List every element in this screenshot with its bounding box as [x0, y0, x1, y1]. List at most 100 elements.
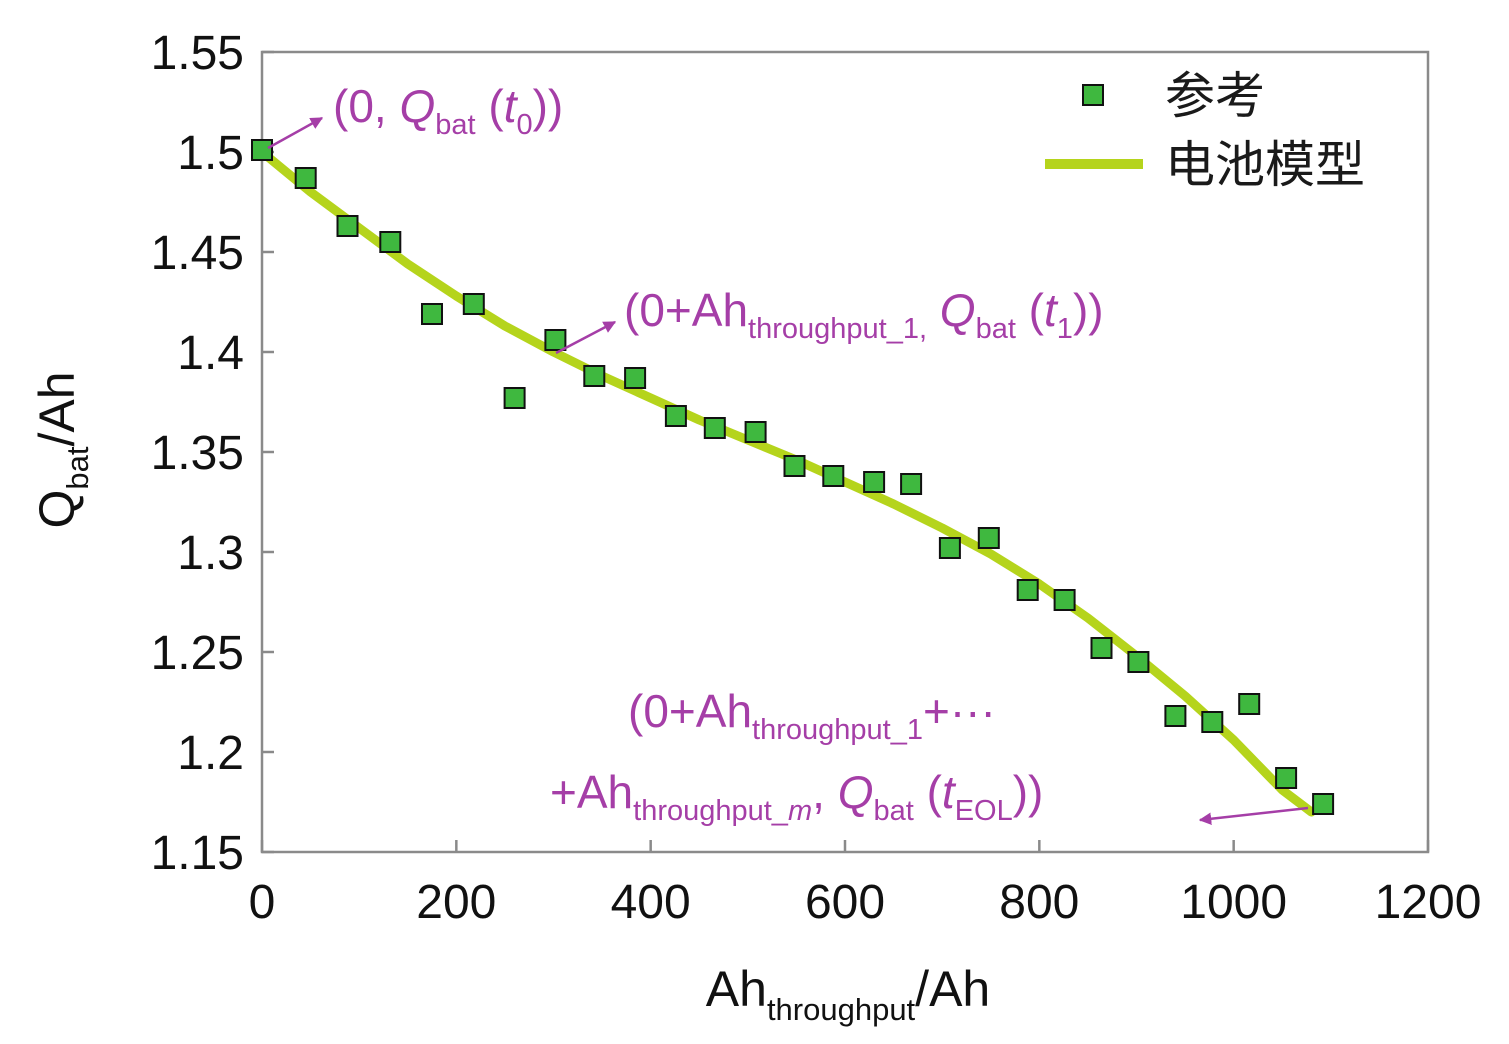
x-tick-label: 0	[249, 876, 276, 929]
x-tick-label: 400	[611, 876, 691, 929]
annotation-arrow	[1198, 806, 1309, 825]
reference-point	[863, 471, 886, 493]
annot-sub: EOL	[955, 795, 1013, 827]
reference-point	[783, 455, 806, 477]
annotation-arrow	[555, 320, 617, 355]
reference-point	[1053, 589, 1076, 611]
x-tick-label: 600	[805, 876, 885, 929]
annot-part: (0,	[333, 80, 399, 132]
annot-part: ))	[1013, 766, 1044, 818]
reference-point	[1090, 637, 1113, 659]
annot-part: ))	[1073, 284, 1104, 336]
reference-point	[1238, 693, 1261, 715]
annot-sub: bat	[435, 109, 475, 141]
legend-label-model: 电池模型	[1165, 136, 1365, 194]
annot-part: (0+Ah	[628, 685, 752, 737]
annot-part: t	[942, 766, 957, 818]
x-tick-label: 1000	[1180, 876, 1287, 929]
legend-marker-swatch	[1082, 84, 1104, 106]
reference-point	[583, 365, 606, 387]
annot-part: ))	[533, 80, 564, 132]
annot-part: +···	[923, 685, 996, 737]
reference-point	[703, 417, 726, 439]
reference-point	[421, 303, 443, 325]
annot-sub: m	[788, 795, 812, 827]
annot-sub: 0	[516, 109, 532, 141]
x-axis-label-sub: throughput	[767, 992, 916, 1027]
reference-point	[503, 387, 526, 409]
reference-point	[1127, 651, 1150, 673]
annot-part: Q	[838, 766, 874, 818]
legend: 参考 电池模型	[1045, 67, 1365, 194]
y-axis-label-main: Q	[29, 490, 85, 529]
annotation-text-line2: +Ahthroughput_m, Qbat (tEOL))	[550, 766, 1043, 827]
annotation-arrow	[267, 116, 324, 150]
model-line-group	[257, 147, 1316, 817]
reference-point	[1016, 579, 1039, 601]
annot-part: Q	[399, 80, 435, 132]
annotation-first-interval: (0+Ahthroughput_1, Qbat (t1))	[555, 284, 1104, 355]
y-tick-label: 1.15	[151, 827, 244, 880]
reference-point	[664, 405, 687, 427]
reference-point	[938, 537, 961, 559]
x-axis-label-tail: /Ah	[915, 961, 990, 1017]
annot-part: Q	[927, 284, 976, 336]
annot-part: ,	[812, 766, 838, 818]
annot-part: t	[504, 80, 519, 132]
annotation-end-of-life: (0+Ahthroughput_1+··· +Ahthroughput_m, Q…	[550, 685, 1309, 827]
annot-sub: 1	[1057, 313, 1073, 345]
x-axis-label: Ahthroughput/Ah	[706, 961, 990, 1027]
y-tick-label: 1.3	[177, 527, 244, 580]
y-axis-label: Qbat/Ah	[29, 371, 95, 528]
y-tick-label: 1.4	[177, 327, 244, 380]
reference-point	[1312, 793, 1335, 815]
annotation-text-line1: (0+Ahthroughput_1+···	[628, 685, 996, 746]
y-axis-ticks: 1.15 1.2 1.25 1.3 1.35 1.4 1.45 1.5 1.55	[151, 27, 274, 880]
reference-point	[624, 367, 647, 389]
y-axis-label-sub: bat	[60, 446, 95, 489]
reference-point	[1201, 711, 1224, 733]
x-tick-label: 200	[416, 876, 496, 929]
x-axis-label-main: Ah	[706, 961, 767, 1017]
y-axis-label-tail: /Ah	[29, 371, 85, 446]
y-tick-label: 1.45	[151, 227, 244, 280]
reference-point	[251, 139, 273, 161]
model-series-line	[257, 147, 1316, 817]
annot-part: (	[1016, 284, 1045, 336]
annot-sub: throughput_1	[752, 714, 923, 746]
reference-point	[822, 465, 845, 487]
annot-part: +Ah	[550, 766, 633, 818]
reference-point	[336, 215, 359, 237]
reference-point	[1164, 705, 1187, 727]
annot-sub: throughput_1,	[748, 313, 927, 345]
reference-point	[900, 473, 923, 495]
annot-part: (	[476, 80, 505, 132]
y-tick-label: 1.5	[177, 127, 244, 180]
annot-part: t	[1044, 284, 1059, 336]
x-axis-ticks: 0 200 400 600 800 1000 1200	[249, 840, 1482, 929]
reference-point	[1275, 767, 1298, 789]
annot-sub: throughput_	[633, 795, 789, 827]
x-tick-label: 1200	[1375, 876, 1482, 929]
reference-point	[544, 329, 567, 351]
y-tick-label: 1.55	[151, 27, 244, 80]
reference-point	[379, 231, 402, 253]
reference-point	[462, 293, 485, 315]
y-tick-label: 1.2	[177, 727, 244, 780]
annotation-text: (0+Ahthroughput_1, Qbat (t1))	[624, 284, 1104, 345]
legend-label-reference: 参考	[1165, 67, 1265, 125]
reference-markers	[251, 139, 1335, 815]
y-tick-label: 1.35	[151, 427, 244, 480]
reference-point	[744, 421, 767, 443]
annot-part: (	[914, 766, 943, 818]
annot-sub: bat	[976, 313, 1016, 345]
annotation-start-point: (0, Qbat (t0))	[267, 80, 564, 150]
reference-point	[294, 167, 317, 189]
y-tick-label: 1.25	[151, 627, 244, 680]
reference-point	[977, 527, 1000, 549]
annot-sub: bat	[873, 795, 913, 827]
annot-part: (0+Ah	[624, 284, 748, 336]
x-tick-label: 800	[999, 876, 1079, 929]
